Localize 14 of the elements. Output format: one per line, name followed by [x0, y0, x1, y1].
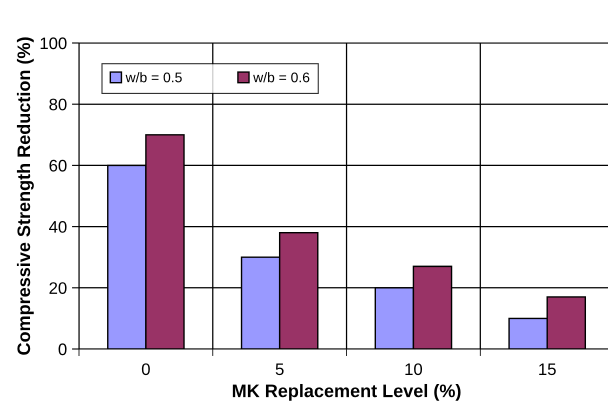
y-tick-label: 60 — [50, 160, 67, 172]
x-tick-label: 15 — [539, 364, 556, 376]
y-tick-label: 100 — [40, 37, 67, 50]
y-tick-label: 40 — [49, 221, 67, 233]
y-tick-label: 0 — [58, 343, 67, 356]
x-tick-label: 5 — [276, 364, 284, 376]
y-tick-label: 80 — [49, 98, 67, 110]
legend-label: w/b = 0.6 — [253, 72, 310, 82]
y-axis-title: Compressive Strength Reduction (%) — [16, 37, 34, 355]
x-axis-title: MK Replacement Level (%) — [232, 384, 461, 401]
x-tick-label: 10 — [405, 363, 422, 376]
y-tick-label: 20 — [49, 282, 67, 294]
legend-label: w/b = 0.5 — [126, 72, 182, 82]
x-tick-label: 0 — [142, 363, 150, 376]
